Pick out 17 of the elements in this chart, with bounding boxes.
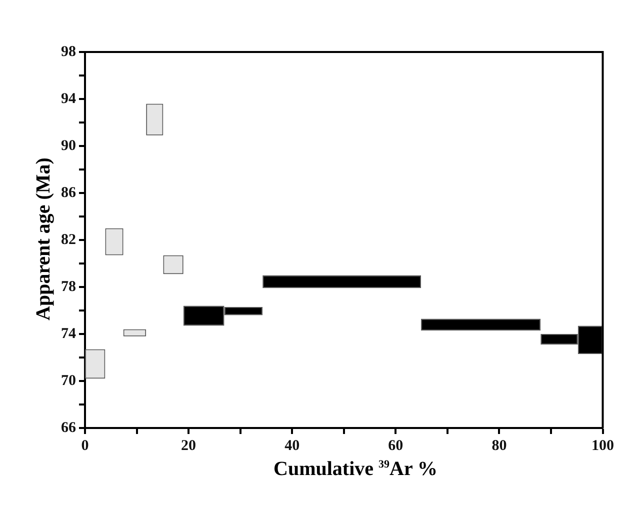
x-tick-label: 20 [181,438,196,454]
y-tick-label: 86 [61,184,76,201]
y-tick-label: 90 [61,138,76,154]
x-tick-label: 60 [388,438,404,454]
x-tick-label: 0 [81,438,89,454]
y-tick-label: 66 [61,420,76,436]
y-tick-label: 98 [61,44,76,60]
y-tick-label: 94 [61,90,76,107]
y-axis-title: Apparent age (Ma) [32,158,56,320]
y-tick-label: 74 [61,326,76,342]
y-tick-label: 82 [61,232,76,248]
x-tick-label: 100 [592,438,614,454]
x-tick-label: 80 [492,438,507,454]
x-axis-title: Cumulative $^{39}$Ar % [272,458,438,481]
y-tick-label: 70 [61,372,76,389]
x-tick-label: 40 [284,438,300,454]
y-tick-label: 78 [61,278,76,295]
